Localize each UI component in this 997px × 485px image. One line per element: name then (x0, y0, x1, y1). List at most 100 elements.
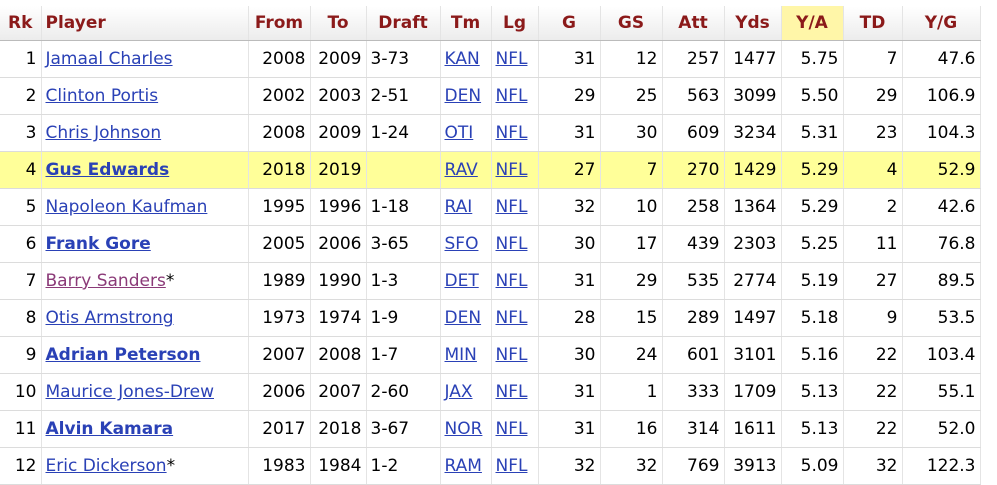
player-link[interactable]: Gus Edwards (45, 160, 170, 180)
team-link[interactable]: MIN (444, 345, 477, 365)
column-header-yg[interactable]: Y/G (902, 6, 981, 41)
from-cell: 1973 (248, 299, 311, 337)
attempts-cell: 257 (662, 40, 725, 78)
draft-cell: 2-51 (366, 77, 441, 115)
team-cell: OTI (440, 114, 492, 152)
team-link[interactable]: OTI (444, 123, 474, 143)
rank-cell: 8 (0, 299, 42, 337)
team-cell: NOR (440, 410, 492, 448)
games-started-cell: 17 (600, 225, 663, 263)
player-link[interactable]: Alvin Kamara (45, 419, 174, 439)
player-link[interactable]: Napoleon Kaufman (45, 197, 208, 217)
team-link[interactable]: DET (444, 271, 479, 291)
yards-cell: 3101 (724, 336, 782, 374)
rank-cell: 3 (0, 114, 42, 152)
team-link[interactable]: DEN (444, 86, 482, 106)
team-link[interactable]: RAV (444, 160, 478, 180)
column-header-lg[interactable]: Lg (491, 6, 539, 41)
rank-cell: 4 (0, 151, 42, 189)
team-cell: DET (440, 262, 492, 300)
league-link[interactable]: NFL (495, 234, 528, 254)
column-header-player[interactable]: Player (41, 6, 249, 41)
draft-cell: 1-9 (366, 299, 441, 337)
league-link[interactable]: NFL (495, 123, 528, 143)
league-cell: NFL (491, 151, 539, 189)
games-cell: 31 (538, 114, 601, 152)
attempts-cell: 333 (662, 373, 725, 411)
team-link[interactable]: DEN (444, 308, 482, 328)
league-link[interactable]: NFL (495, 456, 528, 476)
team-link[interactable]: SFO (444, 234, 479, 254)
to-cell: 1974 (310, 299, 367, 337)
player-link[interactable]: Otis Armstrong (45, 308, 174, 328)
yards-per-game-cell: 53.5 (902, 299, 981, 337)
draft-cell: 1-3 (366, 262, 441, 300)
column-header-draft[interactable]: Draft (366, 6, 441, 41)
table-row: 3 Chris Johnson 2008 2009 1-24 OTI NFL 31 30 609 3… (0, 114, 981, 152)
league-link[interactable]: NFL (495, 308, 528, 328)
column-header-td[interactable]: TD (843, 6, 903, 41)
rank-cell: 6 (0, 225, 42, 263)
player-link[interactable]: Maurice Jones-Drew (45, 382, 215, 402)
team-cell: SFO (440, 225, 492, 263)
column-header-gs[interactable]: GS (600, 6, 663, 41)
player-cell: Otis Armstrong (41, 299, 249, 337)
league-link[interactable]: NFL (495, 419, 528, 439)
table-row: 10 Maurice Jones-Drew 2006 2007 2-60 JAX NFL 31… (0, 373, 981, 411)
from-cell: 1995 (248, 188, 311, 226)
yards-per-game-cell: 42.6 (902, 188, 981, 226)
header-row: Rk Player From To Draft Tm Lg G GS Att Y… (0, 6, 981, 41)
table-row: 2 Clinton Portis 2002 2003 2-51 DEN NFL 29 25 563… (0, 77, 981, 115)
player-link[interactable]: Jamaal Charles (45, 49, 173, 69)
player-cell: Chris Johnson (41, 114, 249, 152)
player-link[interactable]: Clinton Portis (45, 86, 159, 106)
team-link[interactable]: KAN (444, 49, 480, 69)
column-header-to[interactable]: To (310, 6, 367, 41)
player-link[interactable]: Eric Dickerson (45, 456, 167, 476)
team-link[interactable]: RAM (444, 456, 482, 476)
league-link[interactable]: NFL (495, 49, 528, 69)
league-link[interactable]: NFL (495, 345, 528, 365)
player-cell: Alvin Kamara (41, 410, 249, 448)
yards-per-game-cell: 104.3 (902, 114, 981, 152)
league-cell: NFL (491, 188, 539, 226)
column-header-yds[interactable]: Yds (724, 6, 782, 41)
team-link[interactable]: NOR (444, 419, 483, 439)
team-cell: JAX (440, 373, 492, 411)
team-link[interactable]: JAX (444, 382, 473, 402)
attempts-cell: 258 (662, 188, 725, 226)
column-header-att[interactable]: Att (662, 6, 725, 41)
attempts-cell: 314 (662, 410, 725, 448)
attempts-cell: 439 (662, 225, 725, 263)
player-link[interactable]: Barry Sanders (45, 271, 166, 291)
table-row: 6 Frank Gore 2005 2006 3-65 SFO NFL 30 17 439 2303… (0, 225, 981, 263)
league-link[interactable]: NFL (495, 86, 528, 106)
player-link[interactable]: Adrian Peterson (45, 345, 201, 365)
league-link[interactable]: NFL (495, 382, 528, 402)
from-cell: 2002 (248, 77, 311, 115)
games-started-cell: 7 (600, 151, 663, 189)
player-link[interactable]: Frank Gore (45, 234, 151, 254)
column-header-g[interactable]: G (538, 6, 601, 41)
games-cell: 31 (538, 373, 601, 411)
touchdowns-cell: 23 (843, 114, 903, 152)
player-link[interactable]: Chris Johnson (45, 123, 162, 143)
league-link[interactable]: NFL (495, 197, 528, 217)
league-link[interactable]: NFL (495, 160, 528, 180)
team-link[interactable]: RAI (444, 197, 473, 217)
column-header-tm[interactable]: Tm (440, 6, 492, 41)
games-started-cell: 12 (600, 40, 663, 78)
rank-cell: 2 (0, 77, 42, 115)
column-header-rk[interactable]: Rk (0, 6, 42, 41)
yards-cell: 1497 (724, 299, 782, 337)
games-started-cell: 25 (600, 77, 663, 115)
games-started-cell: 29 (600, 262, 663, 300)
column-header-ya[interactable]: Y/A (781, 6, 844, 41)
yards-per-game-cell: 103.4 (902, 336, 981, 374)
games-cell: 32 (538, 188, 601, 226)
column-header-from[interactable]: From (248, 6, 311, 41)
league-link[interactable]: NFL (495, 271, 528, 291)
player-cell: Barry Sanders* (41, 262, 249, 300)
player-cell: Maurice Jones-Drew (41, 373, 249, 411)
attempts-cell: 601 (662, 336, 725, 374)
